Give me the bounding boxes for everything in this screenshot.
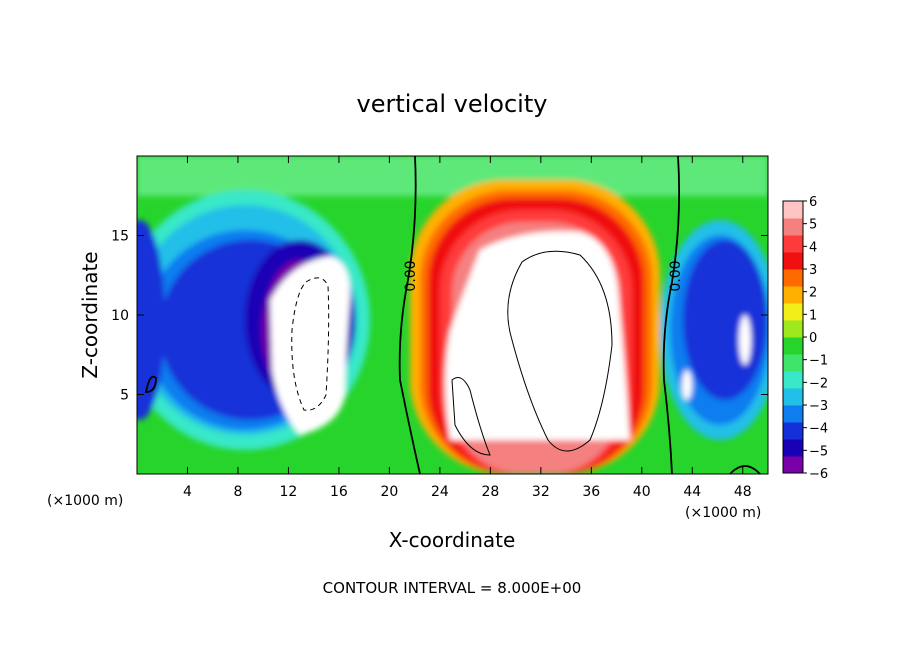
- contour-label: 0.00: [403, 260, 419, 291]
- colorbar-label: 2: [809, 286, 817, 301]
- colorbar-label: 6: [809, 195, 817, 210]
- x-unit-label-right: (×1000 m): [685, 505, 761, 521]
- colorbar-cell: [783, 354, 803, 372]
- y-tick-label: 10: [111, 308, 129, 324]
- colorbar-label: 3: [809, 263, 817, 278]
- contour-minus8: [291, 277, 330, 411]
- colorbar-cell: [783, 337, 803, 355]
- x-tick-label: 8: [233, 484, 242, 500]
- y-tick-label: 15: [111, 229, 129, 245]
- y-axis-title: Z-coordinate: [78, 251, 102, 378]
- colorbar-label: −6: [809, 467, 828, 482]
- x-tick-label: 24: [431, 484, 449, 500]
- colorbar-label: −3: [809, 399, 828, 414]
- colorbar-label: 1: [809, 308, 817, 323]
- y-axis: 5 10 15: [111, 229, 768, 404]
- contour-label-group: 0.00 0.00: [403, 260, 684, 291]
- x-tick-label: 12: [280, 484, 298, 500]
- x-tick-label: 48: [734, 484, 752, 500]
- colorbar-label: 0: [809, 331, 817, 346]
- downdraft-left-white: [270, 256, 351, 435]
- x-tick-label: 20: [380, 484, 398, 500]
- upper-band: [137, 156, 768, 196]
- x-tick-label: 28: [481, 484, 499, 500]
- colorbar-cell: [783, 303, 803, 321]
- contour-zero-right: [662, 156, 681, 474]
- contour-lines-thin: [291, 250, 613, 456]
- contour-zero-left: [398, 156, 421, 474]
- colorbar-label: −2: [809, 376, 828, 391]
- contour-small-1: [144, 375, 157, 393]
- colorbar-cell: [783, 218, 803, 236]
- colorbar-label: −1: [809, 354, 828, 369]
- colorbar-cell: [783, 286, 803, 304]
- contour-label: 0.00: [668, 260, 684, 291]
- downdraft-edge-left: [137, 220, 165, 420]
- downdraft-right-white-2: [682, 370, 692, 400]
- colorbar-cell: [783, 422, 803, 440]
- x-axis-title: X-coordinate: [389, 528, 516, 552]
- plot-area: [137, 156, 768, 474]
- colorbar-label: 4: [809, 240, 817, 255]
- colorbar-label: −4: [809, 422, 828, 437]
- colorbar-cell: [783, 371, 803, 389]
- colorbar-label: −5: [809, 444, 828, 459]
- colorbar-cell: [783, 235, 803, 253]
- colorbar-cell: [783, 252, 803, 270]
- colorbar-cell: [783, 388, 803, 406]
- velocity-field: [137, 156, 768, 474]
- x-tick-label: 36: [582, 484, 600, 500]
- x-tick-label: 32: [532, 484, 550, 500]
- y-tick-label: 5: [120, 388, 129, 404]
- x-tick-label: 44: [683, 484, 701, 500]
- x-unit-label-left: (×1000 m): [47, 493, 123, 509]
- contour-plus8-left: [451, 377, 491, 456]
- updraft-white: [445, 231, 630, 440]
- colorbar-cell: [783, 201, 803, 219]
- colorbar-cell: [783, 269, 803, 287]
- colorbar: 6 5 4 3 2 1 0 −1 −2 −3 −4 −5 −6: [782, 195, 828, 482]
- contour-small-2: [729, 465, 761, 474]
- chart-title: vertical velocity: [357, 90, 548, 118]
- x-axis: 4 8 12 16 20 24 28 32 36 40 44 48: [183, 156, 752, 500]
- colorbar-cell: [783, 405, 803, 423]
- downdraft-right-dark: [683, 240, 767, 400]
- x-tick-label: 16: [330, 484, 348, 500]
- x-tick-label: 4: [183, 484, 192, 500]
- colorbar-cell: [783, 320, 803, 338]
- contour-lines: [144, 156, 761, 474]
- colorbar-cell: [783, 439, 803, 457]
- downdraft-right-white-1: [739, 315, 751, 365]
- contour-plus8: [507, 250, 613, 452]
- colorbar-label: 5: [809, 218, 817, 233]
- colorbar-cell: [783, 456, 803, 474]
- x-tick-label: 40: [633, 484, 651, 500]
- contour-interval-note: CONTOUR INTERVAL = 8.000E+00: [323, 579, 582, 597]
